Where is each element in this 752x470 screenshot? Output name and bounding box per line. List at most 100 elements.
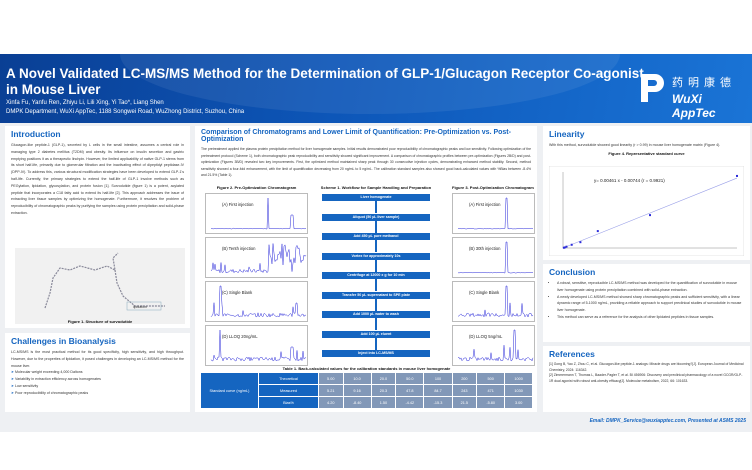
workflow-step: Add 450 µL pure methanol [322,233,430,240]
calibration-table: Standard curve (ng/mL) Theoretical 5.00 10.… [200,372,533,409]
arrow-down-icon [375,279,377,291]
workflow-step: Add 100 µL eluent [322,330,430,338]
table-cell: -5.80 [476,396,506,409]
linearity-heading: Linearity [549,129,585,139]
authors: Xinfa Fu, Yanfu Ren, Zhiyu Li, Lili Xing… [6,100,164,106]
table-cell: 1.50 [370,396,397,409]
table-cell: -15.3 [423,396,453,409]
survodutide-structure-image: lipidation [44,252,165,311]
comparison-heading: Comparison of Chromatograms and Lower Li… [201,129,511,143]
standard-curve-chart: y= 0.00461 x - 0.00744 (r = 0.9921) [549,166,744,256]
data-point [596,230,599,233]
table-cell: 1000 [504,372,533,385]
chromatogram-trace [211,197,307,230]
references-heading: References [549,349,595,359]
data-point [570,243,573,246]
fig3-chromatogram: (C) Single Blank [452,281,535,322]
table-cell: 1030 [504,384,533,397]
comparison-text: The pretreatment applied the plasma prot… [201,147,531,178]
list-item: This method can serve as a reference for… [557,314,744,321]
table-cell: 500 [476,372,506,385]
conclusion-list: A robust, sensitive, reproducible LC-MS/… [549,280,744,321]
chromatogram-trace [210,243,307,274]
workflow-step: Inject into LC-MS/MS [322,350,430,357]
footer-contact: Email: DMPK_Service@wuxiapptec.com, Pres… [589,418,746,424]
table-1-caption: Table 1. Back-calculated values for the … [282,366,451,371]
chromatogram-label: (D) LLOQ 20ng/mL [222,334,258,339]
table-cell: -8.40 [342,396,372,409]
linearity-text: With this method, survodutide showed goo… [549,143,721,147]
chart-frame [549,166,744,256]
scheme-1-caption: Scheme 1. Workflow for Sample Handling a… [320,185,432,190]
table-cell: 50.0 [395,372,425,385]
table-cell: 5.00 [318,372,344,385]
chromatogram-trace [457,329,534,362]
fig3-chromatogram: (D) LLOQ 5ng/mL [452,325,535,366]
table-cell: 5.21 [318,384,344,397]
figure-4-caption: Figure 4. Representative standard curve [608,150,685,156]
row-label: Measured [258,384,319,397]
wuxi-logo: 药明康德 WuXi AppTec [638,70,748,120]
figure-1-caption: Figure 1. Structure of survodutide [67,319,133,324]
fig2-chromatogram: (C) Single Blank [205,281,308,322]
logo-en: WuXi AppTec [672,92,716,120]
fig3-chromatogram: (A) First injection [452,193,535,234]
group-label: Standard curve (ng/mL) [200,372,259,409]
arrow-down-icon [375,298,377,311]
row-label: Theoretical [258,372,319,385]
list-item: Low sensitivity [11,383,184,390]
list-item: A newly developed LC-MS/MS method showed… [557,294,744,314]
poster-title: A Novel Validated LC-MS/MS Method for th… [6,66,644,97]
fit-line [562,177,738,249]
challenges-panel: Challenges in Bioanalysis LC-MS/MS is th… [5,333,190,412]
arrow-down-icon [375,259,377,272]
arrow-down-icon [375,240,377,252]
chromatogram-trace [457,241,534,274]
table-cell: 200 [451,372,478,385]
table-cell: 4.20 [318,396,344,409]
table-row: Bias% 4.20 -8.40 1.50 -4.42 -15.3 21.5 -5.80 3.0… [201,396,533,409]
table-cell: 471 [476,384,506,397]
chromatogram-label: (D) LLOQ 5ng/mL [469,334,503,339]
data-point [649,214,651,217]
challenges-list: Molecular weight exceeding 4,000 Daltons… [11,369,184,396]
table-cell: 84.7 [423,384,453,397]
workflow-step: Liver homogenate [322,194,430,201]
data-point [563,246,566,249]
table-cell: -4.42 [395,396,425,409]
chromatogram-label: (B) 30th injection [469,246,501,251]
figure-1: lipidation Figure 1. Structure of survod… [15,248,185,324]
list-item: Poor reproducibility of chromatographic … [11,390,184,397]
list-item: Molecular weight exceeding 4,000 Daltons [11,369,184,376]
workflow-step: Transfer 50 µL supernatant to SPE plate [322,291,430,299]
chromatogram-label: (C) Single Blank [469,290,500,295]
chromatogram-label: (B) Tenth injection [222,246,256,251]
figure-3-caption: Figure 3. Post-Optimization Chromatogram [452,185,534,190]
challenges-text: LC-MS/MS is the most practical method fo… [11,350,184,368]
workflow-step: Centrifuge at 12000 x g for 10 min [322,272,430,279]
table-cell: 3.00 [504,396,533,409]
list-item: A robust, sensitive, reproducible LC-MS/… [557,280,744,294]
affiliation: DMPK Department, WuXi AppTec, 1188 Songw… [6,109,245,115]
table-cell: 10.0 [342,372,372,385]
reference-item: [1] Gong B, Yao Z, Zhou C, et al. Glucag… [549,362,744,372]
table-cell: 243 [451,384,478,397]
table-cell: 20.0 [370,372,397,385]
conclusion-heading: Conclusion [549,267,596,277]
table-row: Measured 5.21 9.16 20.3 47.8 84.7 243 471 1030 [201,384,533,397]
fig2-chromatogram: (A) First injection [205,193,308,234]
table-cell: 9.16 [342,384,372,397]
data-point [565,245,568,248]
equation-label: y= 0.00461 x - 0.00744 (r = 0.9921) [594,178,665,183]
introduction-panel: Introduction Glucagon-like peptide-1 (GL… [5,126,190,328]
chromatogram-trace [210,329,307,362]
logo-cn: 药明康德 [672,76,736,89]
chromatogram-label: (A) First injection [222,202,254,207]
fig3-chromatogram: (B) 30th injection [452,237,535,278]
poster-header: A Novel Validated LC-MS/MS Method for th… [0,54,752,123]
arrow-down-icon [375,201,377,213]
arrow-down-icon [375,220,377,233]
workflow-step: Vortex for approximately 10s [322,252,430,260]
chromatogram-trace [457,197,534,230]
chromatogram-trace [210,285,307,318]
